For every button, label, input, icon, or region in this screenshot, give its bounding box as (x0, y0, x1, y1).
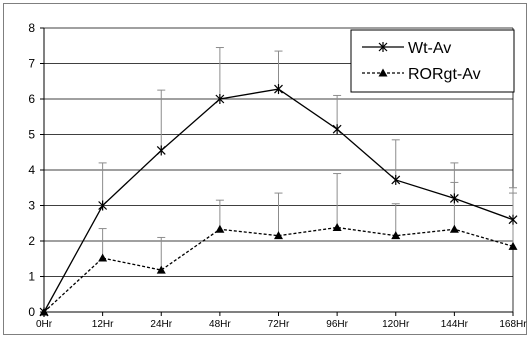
marker-s0-p8 (508, 214, 518, 225)
marker-s1-p1 (98, 253, 108, 262)
y-tick-label: 2 (28, 234, 35, 248)
legend-star (378, 42, 388, 52)
x-tick-label: 120Hr (382, 319, 410, 330)
x-tick-label: 72Hr (268, 319, 290, 330)
x-tick-label: 0Hr (36, 319, 53, 330)
legend-marker-rorgt (378, 68, 388, 77)
marker-s1-p0 (39, 307, 49, 316)
series-line-1 (43, 226, 514, 313)
x-tick-label: 96Hr (326, 319, 348, 330)
x-tick-label: 24Hr (150, 319, 172, 330)
x-tick-label: 12Hr (92, 319, 114, 330)
x-tick-label: 48Hr (209, 319, 231, 330)
y-tick-label: 6 (28, 92, 35, 106)
error-bars (98, 47, 517, 271)
y-tick-label: 8 (28, 21, 35, 35)
y-tick-label: 4 (28, 163, 35, 177)
y-tick-label: 1 (28, 270, 35, 284)
y-tick-label: 3 (28, 199, 35, 213)
marker-s0-p1 (98, 200, 108, 211)
y-tick-labels: 0 1 2 3 4 5 6 7 8 (28, 21, 35, 319)
series-markers (39, 84, 518, 317)
marker-s1-p8 (508, 241, 518, 250)
marker-s0-p7 (449, 193, 459, 204)
marker-s0-p3 (215, 94, 225, 104)
marker-s1-p2 (156, 265, 166, 274)
legend-box (350, 29, 515, 93)
marker-s0-p5 (332, 124, 342, 135)
marker-s0-p2 (156, 145, 166, 156)
legend-triangle (378, 68, 388, 77)
marker-s1-p6 (391, 231, 401, 240)
legend-label-wt: Wt-Av (408, 40, 451, 57)
legend-marker-wt (378, 42, 388, 52)
y-tick-label: 7 (28, 57, 35, 71)
marker-s0-p6 (391, 174, 401, 185)
y-tick-label: 0 (28, 305, 35, 319)
marker-s1-p7 (449, 224, 459, 233)
x-tick-label: 168Hr (499, 319, 527, 330)
legend: Wt-Av RORgt-Av (350, 29, 515, 93)
legend-label-rorgt: RORgt-Av (408, 66, 481, 83)
x-tick-labels: 0Hr 12Hr 24Hr 48Hr 72Hr 96Hr 120Hr 144Hr 168Hr (36, 319, 527, 330)
y-tick-label: 5 (28, 128, 35, 142)
marker-s1-p3 (215, 224, 225, 233)
marker-s0-p4 (274, 84, 283, 95)
marker-s1-p5 (332, 223, 342, 232)
x-tick-label: 144Hr (441, 319, 469, 330)
marker-s1-p4 (274, 231, 283, 240)
